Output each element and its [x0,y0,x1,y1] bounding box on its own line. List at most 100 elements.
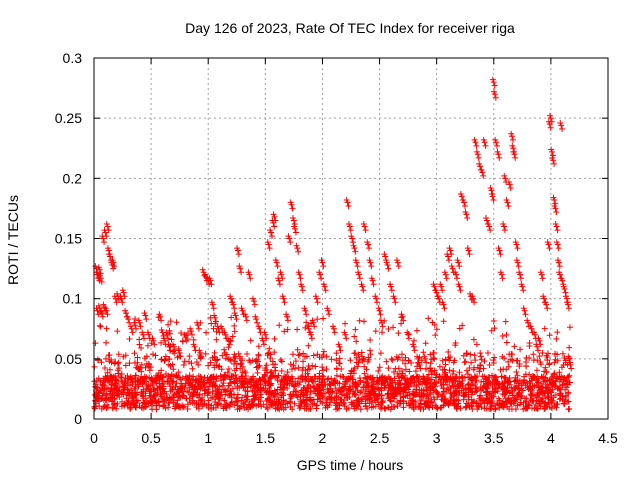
data-point [291,400,298,407]
data-point [397,398,404,405]
data-point [115,370,122,377]
data-point [276,322,283,329]
data-point [398,320,405,327]
data-point [155,370,162,377]
data-point [447,384,454,391]
data-point [473,142,480,149]
data-point [431,381,438,388]
data-point [554,401,561,408]
data-point [129,395,136,402]
data-point [556,391,563,398]
data-point [387,397,394,404]
data-point [398,311,405,318]
data-point [292,358,299,365]
data-point [213,336,220,343]
data-point [340,374,347,381]
data-point [198,353,205,360]
data-point [139,400,146,407]
data-point [520,305,527,312]
x-tick-label: 3.5 [484,430,504,446]
data-point [473,148,480,155]
x-tick-label: 4.5 [598,430,618,446]
data-point [108,394,115,401]
data-point [101,239,108,246]
data-point [528,377,535,384]
data-point [245,269,252,276]
data-point [513,257,520,264]
data-point [564,381,571,388]
data-point [243,350,250,357]
data-point [176,387,183,394]
data-point [234,385,241,392]
data-point [170,394,177,401]
data-point [331,329,338,336]
data-point [310,352,317,359]
data-point [438,382,445,389]
data-point [146,386,153,393]
data-point [283,311,290,318]
data-point [310,383,317,390]
data-point [374,379,381,386]
data-point [367,336,374,343]
data-point [233,375,240,382]
data-point [228,399,235,406]
data-point [503,339,510,346]
data-point [177,353,184,360]
data-point [475,154,482,161]
data-point [343,391,350,398]
data-point [294,394,301,401]
data-point [503,399,510,406]
data-point [201,387,208,394]
data-point [177,394,184,401]
data-point [230,378,237,385]
data-point [351,333,358,340]
data-point [137,323,144,330]
data-point [346,387,353,394]
data-point [227,293,234,300]
data-point [514,357,521,364]
data-point [227,357,234,364]
data-point [287,239,294,246]
data-point [279,293,286,300]
data-point [529,383,536,390]
data-point [186,380,193,387]
data-point [345,203,352,210]
data-point [172,403,179,410]
data-point [385,265,392,272]
data-point [427,360,434,367]
data-point [264,379,271,386]
data-point [325,389,332,396]
data-point [272,402,279,409]
data-point [428,356,435,363]
data-point [497,366,504,373]
data-point [103,233,110,240]
data-point [361,318,368,325]
data-point [262,382,269,389]
data-point [308,335,315,342]
data-point [411,347,418,354]
data-point [149,394,156,401]
data-point [439,393,446,400]
data-point [343,335,350,342]
data-point [196,391,203,398]
data-point [309,362,316,369]
data-point [326,402,333,409]
data-point [459,378,466,385]
data-point [301,384,308,391]
data-point [489,76,496,83]
data-point [232,371,239,378]
data-point [270,361,277,368]
data-point [501,391,508,398]
data-point [396,377,403,384]
data-point [541,406,548,413]
data-point [394,356,401,363]
data-point [136,336,143,343]
data-point [133,364,140,371]
data-point [174,397,181,404]
data-point [286,399,293,406]
data-point [159,373,166,380]
data-point [211,312,218,319]
data-point [522,399,529,406]
data-point [324,386,331,393]
data-point [340,387,347,394]
